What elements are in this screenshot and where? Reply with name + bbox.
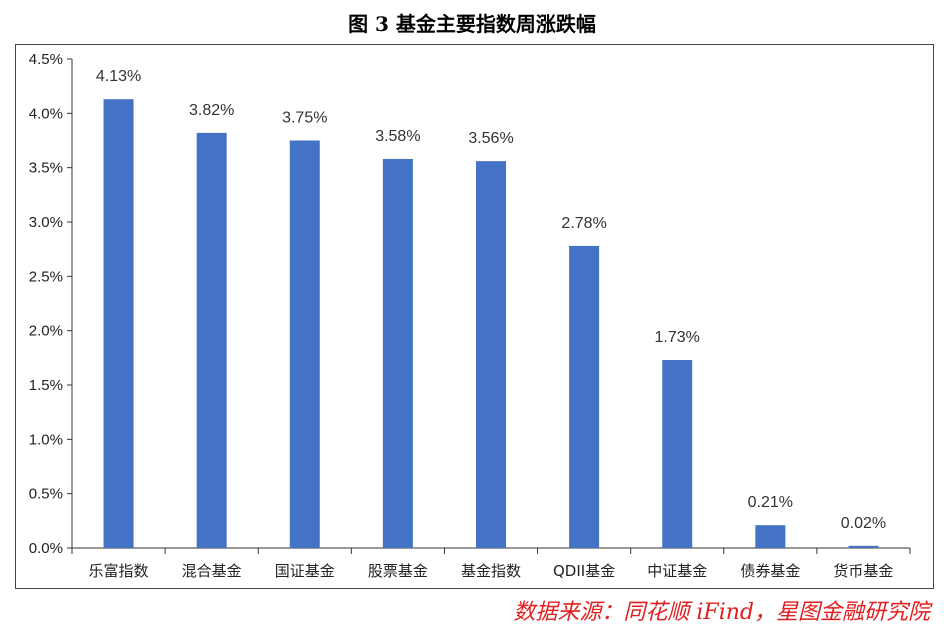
- chart-frame: [15, 44, 934, 589]
- y-tick-label: 3.5%: [29, 160, 63, 177]
- bars: [103, 99, 879, 549]
- x-category-label: 货币基金: [833, 562, 893, 580]
- data-label: 3.82%: [189, 102, 234, 119]
- data-label: 0.02%: [841, 515, 886, 532]
- chart-title: 图 3 基金主要指数周涨跌幅: [348, 12, 596, 36]
- data-label: 1.73%: [655, 329, 700, 346]
- bar: [476, 161, 506, 548]
- bar: [848, 545, 879, 548]
- y-axis: 0.0% 0.5% 1.0% 1.5% 2.0% 2.5% 3.0% 3.5% 4.0% 4.5%: [29, 51, 73, 557]
- bar: [569, 245, 600, 548]
- data-label: 3.58%: [375, 128, 420, 145]
- x-category-label: 股票基金: [368, 562, 428, 580]
- data-label: 3.75%: [282, 110, 327, 127]
- x-category-label: 混合基金: [182, 562, 242, 580]
- bar: [382, 158, 413, 548]
- data-labels: 4.13% 3.82% 3.75% 3.58% 3.56% 2.78% 1.73% 0.21%…: [96, 68, 886, 532]
- y-tick-label: 2.0%: [29, 323, 63, 340]
- x-category-label: QDII基金: [553, 562, 615, 580]
- x-category-label: 中证基金: [647, 562, 707, 580]
- y-tick-label: 4.5%: [29, 51, 63, 68]
- x-category-label: 国证基金: [275, 562, 335, 580]
- bar: [103, 99, 134, 548]
- x-axis: 乐富指数 混合基金 国证基金 股票基金 基金指数 QDII基金 中证基金 债券基金 货币基金: [71, 547, 911, 580]
- x-category-label: 债券基金: [740, 562, 800, 580]
- y-tick-label: 0.0%: [29, 540, 63, 557]
- bar: [196, 132, 227, 549]
- data-label: 3.56%: [468, 130, 513, 147]
- y-tick-label: 4.0%: [29, 105, 63, 122]
- y-tick-label: 1.0%: [29, 431, 63, 448]
- y-tick-label: 0.5%: [29, 486, 63, 503]
- bar: [289, 140, 320, 548]
- y-tick-label: 1.5%: [29, 377, 63, 394]
- bar: [662, 360, 693, 548]
- x-category-label: 乐富指数: [89, 562, 149, 580]
- data-source-note: 数据来源：同花顺 iFind，星图金融研究院: [513, 600, 930, 625]
- x-category-label: 基金指数: [461, 562, 521, 580]
- data-label: 2.78%: [561, 215, 606, 232]
- bar: [755, 525, 786, 548]
- data-label: 0.21%: [748, 494, 793, 511]
- data-label: 4.13%: [96, 68, 141, 85]
- y-tick-label: 3.0%: [29, 214, 63, 231]
- y-tick-label: 2.5%: [29, 268, 63, 285]
